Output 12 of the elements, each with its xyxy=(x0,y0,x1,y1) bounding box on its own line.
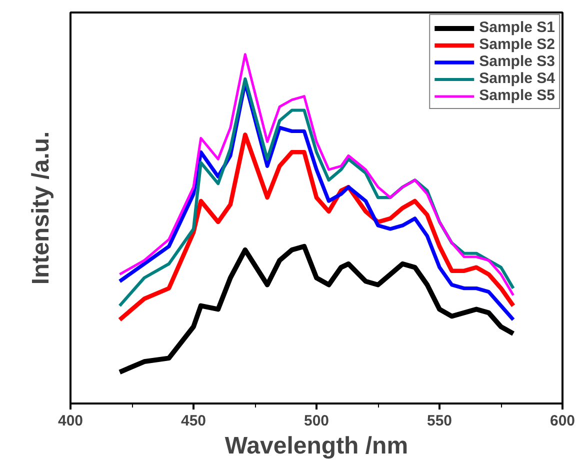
x-tick-label: 600 xyxy=(550,412,576,430)
x-axis-title: Wavelength /nm xyxy=(224,432,408,460)
x-tick-label: 450 xyxy=(180,412,206,430)
x-tick-label: 550 xyxy=(426,412,452,430)
x-tick-label: 500 xyxy=(304,412,330,430)
legend-label: Sample S1 xyxy=(479,19,555,36)
legend-label: Sample S5 xyxy=(479,87,555,104)
legend-label: Sample S4 xyxy=(479,70,555,87)
legend-label: Sample S3 xyxy=(479,53,555,70)
y-axis-title: Intensity /a.u. xyxy=(28,131,54,285)
legend-label: Sample S2 xyxy=(479,36,555,53)
x-tick-label: 400 xyxy=(58,412,84,430)
